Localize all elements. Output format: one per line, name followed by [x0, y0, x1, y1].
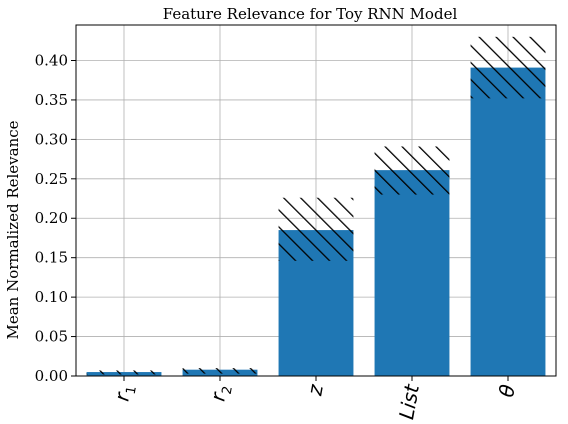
x-tick-label: z: [302, 382, 328, 398]
y-tick-label: 0.25: [35, 170, 68, 188]
x-tick-label: List: [394, 382, 424, 422]
error-region: [86, 370, 162, 375]
x-tick-label: r2: [205, 383, 235, 404]
x-tick-label: r1: [109, 383, 139, 404]
bar: [374, 170, 450, 376]
y-tick-label: 0.15: [35, 249, 68, 267]
x-axis-ticks: r1 r2 z List θ: [109, 376, 520, 421]
y-tick-label: 0.30: [35, 130, 68, 148]
error-region: [374, 146, 450, 195]
y-tick-label: 0.40: [35, 51, 68, 69]
error-region: [278, 197, 354, 261]
error-regions: [86, 36, 546, 375]
y-tick-label: 0.35: [35, 91, 68, 109]
error-region: [182, 368, 258, 374]
y-tick-label: 0.00: [35, 367, 68, 385]
y-tick-label: 0.20: [35, 209, 68, 227]
y-axis-ticks: 0.00 0.05 0.10 0.15 0.20 0.25 0.30 0.35 0.40: [35, 51, 76, 385]
y-tick-label: 0.10: [35, 288, 68, 306]
chart-title: Feature Relevance for Toy RNN Model: [163, 5, 458, 23]
y-axis-label: Mean Normalized Relevance: [4, 120, 22, 339]
bars: [86, 67, 546, 376]
y-tick-label: 0.05: [35, 328, 68, 346]
x-tick-label: θ: [494, 383, 520, 399]
bar: [470, 67, 546, 376]
error-region: [470, 36, 546, 99]
